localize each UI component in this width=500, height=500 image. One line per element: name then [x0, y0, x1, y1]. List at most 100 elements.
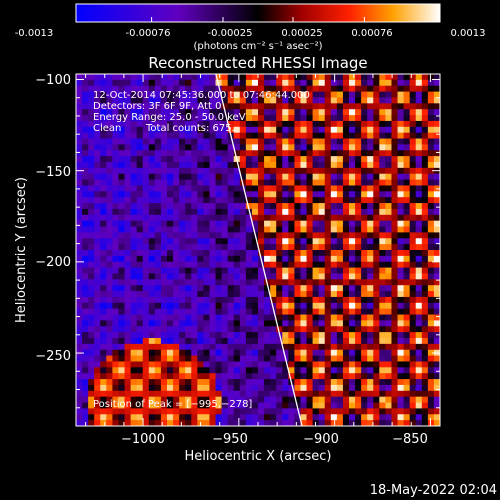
- heatmap-cell: [245, 396, 253, 404]
- heatmap-cell: [106, 162, 113, 169]
- heatmap-cell: [403, 273, 411, 280]
- heatmap-cell: [330, 308, 338, 316]
- heatmap-cell: [282, 373, 289, 380]
- heatmap-cell: [112, 238, 120, 245]
- heatmap-cell: [160, 302, 168, 310]
- heatmap-cell: [258, 79, 265, 87]
- heatmap-cell: [433, 156, 440, 163]
- heatmap-cell: [215, 402, 223, 409]
- heatmap-cell: [245, 115, 253, 122]
- heatmap-cell: [385, 379, 393, 386]
- heatmap-cell: [227, 244, 235, 251]
- heatmap-cell: [76, 302, 83, 310]
- heatmap-cell: [258, 402, 265, 409]
- heatmap-cell: [312, 338, 320, 345]
- heatmap-cell: [227, 91, 235, 99]
- heatmap-cell: [355, 267, 362, 275]
- heatmap-cell: [342, 396, 350, 404]
- heatmap-cell: [148, 314, 156, 321]
- heatmap-cell: [300, 361, 308, 368]
- heatmap-cell: [154, 214, 162, 222]
- heatmap-cell: [421, 79, 429, 87]
- heatmap-cell: [160, 414, 168, 421]
- heatmap-cell: [233, 115, 241, 122]
- heatmap-cell: [209, 402, 217, 409]
- heatmap-cell: [94, 390, 101, 398]
- heatmap-cell: [197, 132, 204, 140]
- heatmap-cell: [179, 355, 186, 363]
- heatmap-cell: [148, 167, 156, 175]
- heatmap-cell: [409, 402, 417, 409]
- heatmap-cell: [100, 390, 107, 398]
- heatmap-cell: [82, 343, 89, 351]
- heatmap-cell: [197, 203, 204, 210]
- heatmap-cell: [185, 109, 192, 116]
- heatmap-cell: [312, 173, 320, 181]
- heatmap-cell: [148, 185, 156, 192]
- heatmap-cell: [276, 79, 283, 87]
- heatmap-cell: [282, 402, 289, 409]
- heatmap-cell: [209, 132, 217, 140]
- heatmap-cell: [136, 279, 144, 286]
- heatmap-cell: [203, 162, 211, 169]
- heatmap-cell: [227, 338, 235, 345]
- heatmap-cell: [148, 74, 156, 81]
- heatmap-cell: [282, 132, 289, 140]
- heatmap-cell: [403, 203, 411, 210]
- heatmap-cell: [355, 302, 362, 310]
- heatmap-cell: [330, 338, 338, 345]
- heatmap-cell: [100, 220, 107, 228]
- heatmap-cell: [367, 150, 374, 157]
- heatmap-cell: [433, 244, 440, 251]
- heatmap-cell: [197, 355, 204, 363]
- heatmap-cell: [421, 97, 429, 104]
- heatmap-cell: [124, 244, 132, 251]
- heatmap-cell: [167, 361, 174, 368]
- heatmap-cell: [191, 408, 198, 415]
- heatmap-cell: [409, 367, 417, 374]
- heatmap-cell: [82, 167, 89, 175]
- heatmap-cell: [76, 273, 83, 280]
- heatmap-cell: [276, 85, 283, 93]
- heatmap-cell: [282, 203, 289, 210]
- heatmap-cell: [82, 261, 89, 269]
- heatmap-cell: [355, 355, 362, 363]
- heatmap-cell: [118, 267, 126, 275]
- heatmap-cell: [379, 338, 386, 345]
- heatmap-cell: [251, 379, 259, 386]
- heatmap-cell: [288, 355, 295, 363]
- heatmap-cell: [300, 97, 308, 104]
- heatmap-cell: [167, 338, 174, 345]
- heatmap-cell: [306, 343, 314, 351]
- heatmap-cell: [203, 156, 211, 163]
- heatmap-cell: [385, 109, 393, 116]
- heatmap-cell: [373, 162, 380, 169]
- heatmap-cell: [197, 308, 204, 316]
- heatmap-cell: [433, 273, 440, 280]
- heatmap-cell: [160, 91, 168, 99]
- heatmap-cell: [312, 379, 320, 386]
- heatmap-cell: [154, 97, 162, 104]
- heatmap-cell: [385, 396, 393, 404]
- heatmap-cell: [379, 185, 386, 192]
- heatmap-cell: [148, 414, 156, 421]
- heatmap-cell: [330, 396, 338, 404]
- heatmap-cell: [355, 208, 362, 216]
- heatmap-cell: [100, 97, 107, 104]
- heatmap-cell: [179, 173, 186, 181]
- heatmap-cell: [294, 296, 302, 304]
- heatmap-cell: [306, 109, 314, 116]
- heatmap-cell: [355, 314, 362, 321]
- heatmap-cell: [391, 232, 399, 239]
- heatmap-cell: [112, 320, 120, 327]
- heatmap-cell: [282, 79, 289, 87]
- heatmap-cell: [379, 238, 386, 245]
- heatmap-cell: [264, 255, 271, 263]
- y-tick-label: −250: [35, 349, 71, 364]
- heatmap-cell: [239, 355, 247, 363]
- heatmap-cell: [94, 379, 101, 386]
- heatmap-cell: [373, 91, 380, 99]
- heatmap-cell: [385, 338, 393, 345]
- heatmap-cell: [258, 85, 265, 93]
- heatmap-cell: [361, 226, 368, 233]
